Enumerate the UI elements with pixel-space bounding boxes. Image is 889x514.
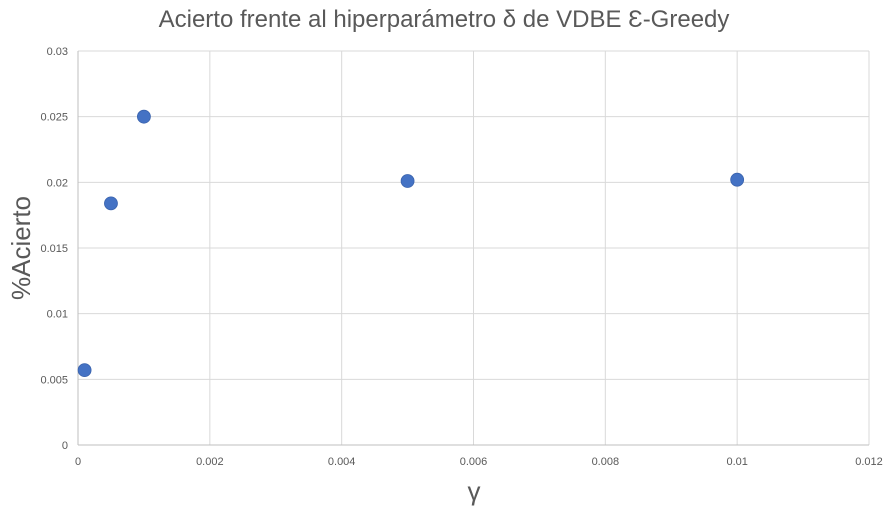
x-tick-label: 0.006 [460, 456, 488, 468]
x-tick-label: 0.004 [328, 456, 356, 468]
x-axis-title: γ [468, 476, 481, 506]
x-tick-label: 0.008 [592, 456, 620, 468]
axes [77, 51, 869, 446]
chart-title: Acierto frente al hiperparámetro δ de VD… [159, 6, 730, 33]
y-tick-label: 0.01 [47, 309, 68, 321]
grid-lines [78, 50, 870, 445]
x-tick-labels: 0 0.002 0.004 0.006 0.008 0.01 0.012 [75, 456, 883, 468]
y-tick-label: 0.005 [40, 374, 68, 386]
x-tick-label: 0.01 [726, 456, 747, 468]
data-point [400, 174, 415, 188]
y-tick-label: 0.03 [47, 46, 68, 58]
y-tick-label: 0.025 [40, 112, 68, 124]
data-point [137, 109, 151, 124]
y-tick-label: 0.015 [40, 243, 68, 255]
y-tick-label: 0 [62, 440, 68, 452]
x-tick-label: 0.012 [855, 456, 883, 468]
x-tick-label: 0 [75, 456, 81, 468]
data-point [104, 196, 118, 211]
y-tick-labels: 0 0.005 0.01 0.015 0.02 0.025 0.03 [40, 46, 68, 452]
x-tick-label: 0.002 [196, 456, 224, 468]
y-tick-label: 0.02 [47, 177, 68, 189]
data-points [77, 109, 745, 378]
data-point [730, 172, 745, 187]
y-axis-title: %Acierto [6, 196, 36, 300]
data-point [77, 363, 92, 378]
